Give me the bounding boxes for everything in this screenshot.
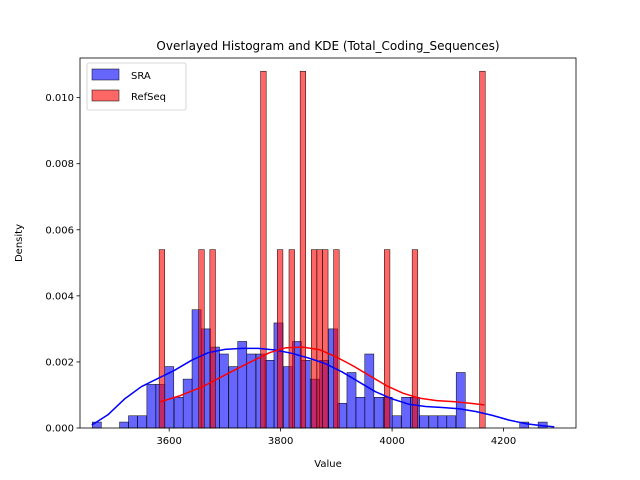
refseq-bar [198,249,205,429]
refseq-bar [311,249,318,429]
legend-swatch-sra [91,68,120,81]
legend-label-refseq: RefSeq [131,92,166,103]
y-tick-label: 0.002 [45,357,74,368]
sra-bar [419,415,429,429]
legend-label-sra: SRA [131,71,151,82]
refseq-bar [209,249,216,429]
sra-bar [355,397,366,429]
refseq-histogram-bars [158,70,486,429]
legend-swatch-refseq [91,89,120,102]
x-tick-label: 4000 [379,436,404,447]
sra-bar [228,366,239,429]
sra-bar [374,397,384,429]
sra-bar [364,353,375,429]
refseq-bar [316,249,323,429]
sra-bar [246,353,256,429]
kde-curves [91,346,555,428]
plot-frame [79,57,577,429]
y-axis: 0.000 0.002 0.004 0.006 0.008 0.010 [45,93,80,435]
sra-bar [391,415,402,429]
x-tick-label: 3600 [156,436,181,447]
sra-bar [428,415,439,429]
refseq-bar [411,249,419,429]
sra-bar [92,421,102,429]
y-tick-label: 0.008 [45,159,74,170]
y-tick-label: 0.000 [45,424,74,435]
x-tick-label: 4200 [491,436,516,447]
sra-bar [237,341,248,429]
refseq-bar [479,70,486,429]
legend: SRA RefSeq [86,62,187,111]
sra-bar [437,415,448,429]
sra-bar [119,421,129,429]
sra-bar [173,397,184,429]
sra-bar [346,372,357,429]
y-tick-label: 0.006 [45,225,74,236]
x-tick-label: 3800 [268,436,293,447]
x-axis-label: Value [314,459,341,470]
sra-kde-line [91,347,555,428]
sra-bar [137,415,147,429]
sra-bar [219,353,229,429]
refseq-bar [277,249,284,429]
refseq-bar [322,249,329,429]
refseq-bar [260,70,267,429]
sra-bar [182,378,193,429]
refseq-kde-line [160,346,485,406]
refseq-bar [288,249,295,429]
refseq-bar [384,249,391,429]
chart-title: Overlayed Histogram and KDE (Total_Codin… [156,39,499,53]
sra-bar [128,415,138,429]
refseq-bar [333,249,340,429]
sra-bar [455,372,466,429]
y-tick-label: 0.004 [45,291,74,302]
sra-bar [446,415,457,429]
refseq-bar [299,70,307,429]
y-axis-label: Density [14,224,25,262]
sra-bar [146,384,157,429]
x-axis: 3600 3800 4000 4200 [156,428,516,447]
y-tick-label: 0.010 [45,93,74,104]
